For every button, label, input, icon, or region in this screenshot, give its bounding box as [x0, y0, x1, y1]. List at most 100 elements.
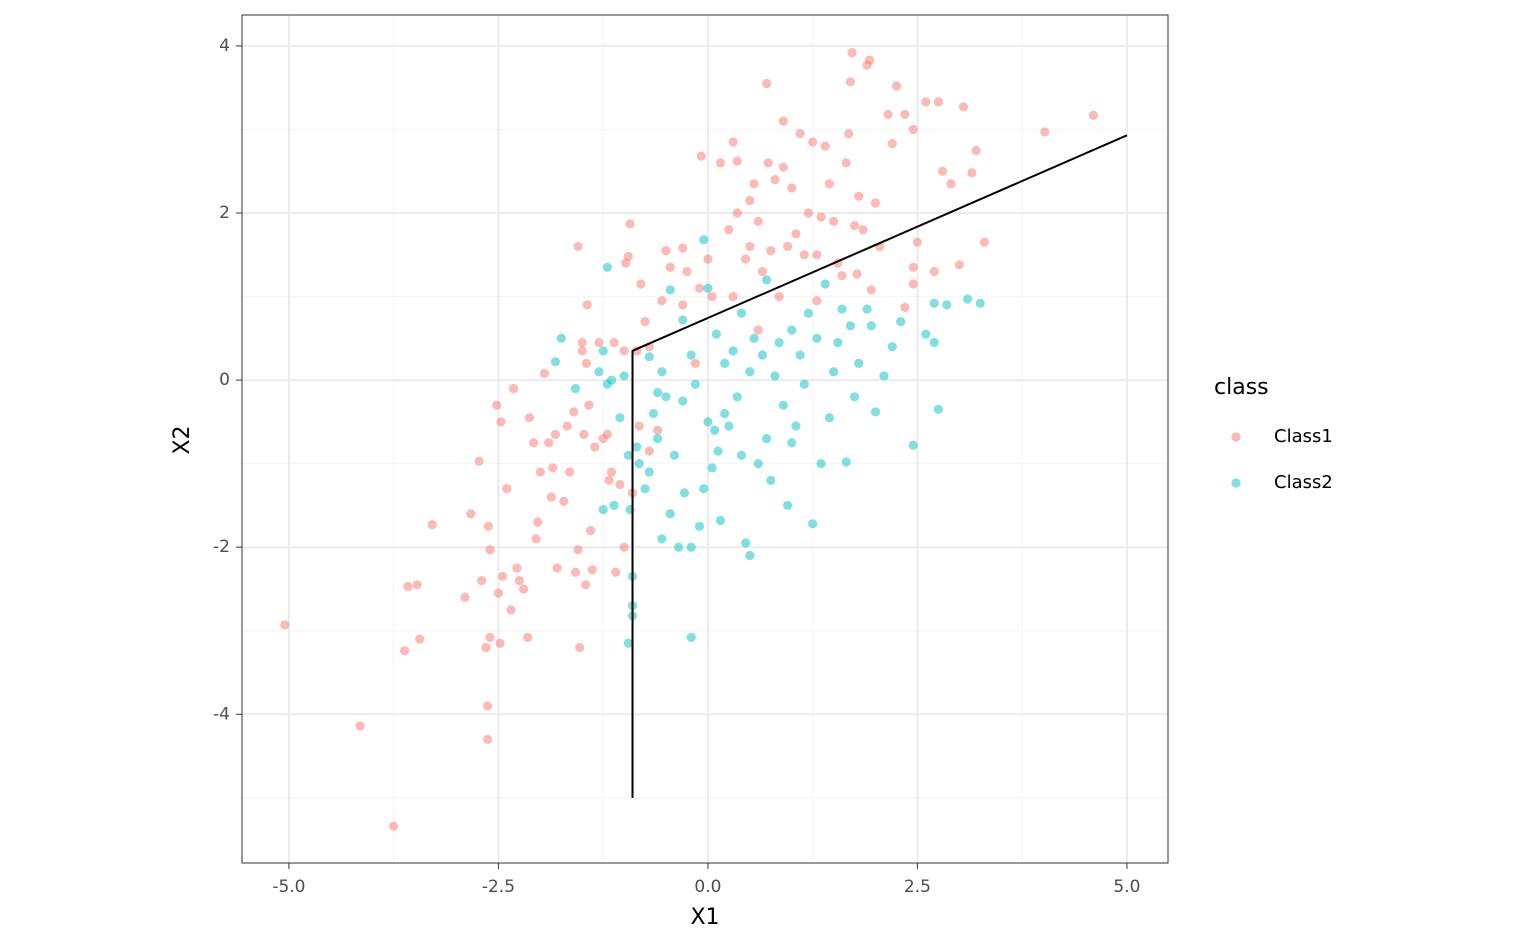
point — [732, 156, 742, 166]
point — [829, 216, 839, 226]
point — [841, 158, 851, 168]
point — [559, 496, 569, 506]
point — [812, 250, 822, 260]
point — [582, 300, 592, 310]
point — [757, 266, 768, 277]
point — [355, 721, 365, 731]
point — [824, 413, 835, 423]
point — [466, 509, 476, 519]
point — [625, 219, 635, 229]
point — [803, 308, 814, 318]
point — [715, 158, 726, 168]
point — [653, 433, 663, 444]
point — [852, 269, 862, 279]
point — [745, 241, 755, 252]
point — [657, 296, 667, 306]
point — [584, 400, 594, 410]
point — [587, 565, 597, 575]
x-tick-label: 2.5 — [904, 877, 931, 897]
point — [975, 298, 985, 308]
point — [573, 241, 583, 252]
point — [921, 97, 931, 107]
point — [586, 525, 596, 536]
point — [865, 55, 875, 65]
y-tick-label: -4 — [213, 704, 230, 724]
point — [745, 367, 755, 377]
point — [787, 438, 797, 448]
point — [579, 429, 589, 440]
point — [518, 584, 529, 594]
y-axis-title: X2 — [170, 425, 195, 454]
point — [732, 392, 742, 402]
point — [550, 429, 561, 440]
y-tick-label: 4 — [219, 36, 230, 56]
point — [485, 545, 495, 555]
point — [280, 620, 290, 630]
point — [808, 137, 818, 147]
point — [829, 367, 839, 377]
point — [887, 342, 897, 352]
point — [669, 450, 680, 460]
decision-boundary — [631, 134, 1128, 798]
point — [531, 534, 541, 544]
point — [862, 304, 872, 314]
point — [539, 368, 550, 379]
point — [791, 229, 801, 239]
x-tick-label: 5.0 — [1113, 877, 1140, 897]
point — [644, 352, 654, 362]
point — [844, 129, 854, 139]
point — [570, 567, 581, 577]
point — [661, 246, 671, 256]
point — [812, 296, 822, 306]
point — [761, 78, 772, 89]
point — [858, 225, 868, 235]
point — [929, 298, 939, 308]
point — [590, 442, 600, 452]
point — [653, 425, 663, 435]
point — [766, 475, 776, 485]
point — [921, 329, 931, 339]
point — [565, 467, 575, 477]
point — [699, 235, 709, 245]
point — [678, 300, 688, 310]
point — [713, 446, 723, 456]
point — [690, 358, 700, 368]
point — [808, 519, 818, 529]
point — [908, 440, 918, 450]
point — [485, 632, 495, 643]
point — [1040, 127, 1050, 137]
point — [493, 588, 504, 598]
point — [837, 271, 847, 281]
point — [753, 459, 763, 469]
point — [653, 388, 663, 398]
point — [736, 450, 747, 460]
point — [710, 425, 720, 435]
point — [477, 576, 487, 586]
point — [791, 421, 801, 431]
point — [665, 285, 675, 295]
point — [820, 141, 830, 151]
point — [778, 116, 788, 126]
point — [728, 137, 738, 147]
point — [724, 421, 734, 431]
point — [598, 504, 608, 515]
point — [460, 592, 470, 602]
point — [594, 337, 604, 348]
point — [562, 421, 572, 431]
point — [674, 542, 684, 552]
point — [824, 179, 835, 189]
point — [845, 77, 855, 87]
point — [774, 291, 784, 302]
point — [787, 183, 797, 193]
point — [799, 379, 809, 389]
point — [900, 109, 910, 120]
point — [640, 484, 650, 494]
point — [770, 174, 780, 185]
point — [745, 195, 755, 206]
point — [933, 97, 943, 107]
point — [569, 407, 579, 417]
point — [581, 358, 592, 368]
point — [715, 515, 726, 526]
point — [799, 250, 809, 260]
